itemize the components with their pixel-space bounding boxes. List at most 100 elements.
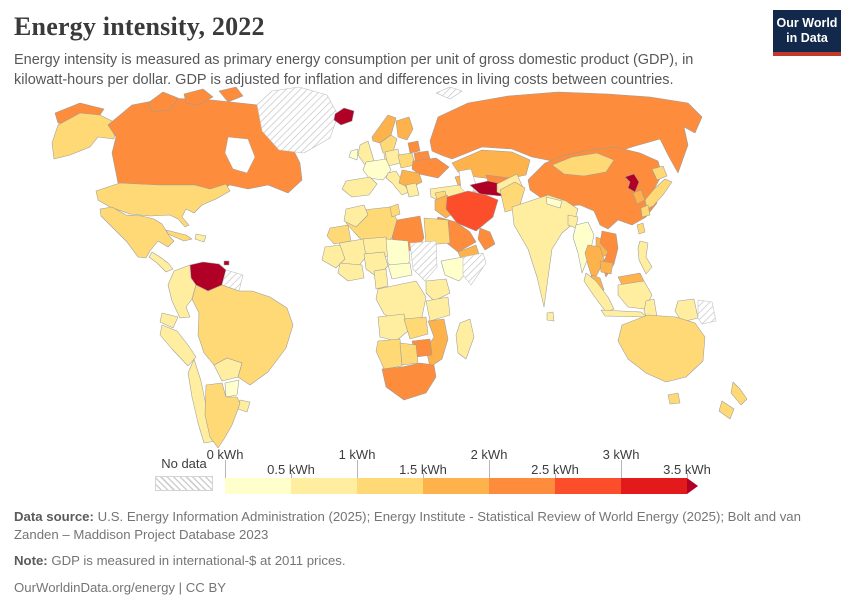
country-canada-arctic-2[interactable] (183, 88, 214, 106)
owid-logo-text: Our World in Data (776, 16, 838, 45)
country-oman[interactable] (477, 227, 496, 251)
note-text: GDP is measured in international-$ at 20… (51, 552, 346, 568)
country-nepal[interactable] (545, 196, 563, 209)
country-sudan[interactable] (409, 240, 438, 282)
note-line: Note: GDP is measured in international-$… (14, 552, 836, 570)
legend-tick-label: 2 kWh (470, 447, 508, 462)
country-myanmar[interactable] (572, 221, 595, 274)
country-central-african-republic[interactable] (387, 262, 413, 280)
country-zambia[interactable] (403, 316, 429, 340)
country-trinidad-and-tobago[interactable] (223, 260, 230, 266)
note-label: Note: (14, 552, 48, 568)
country-ecuador[interactable] (159, 312, 179, 329)
country-australia[interactable] (617, 314, 706, 383)
country-tanzania[interactable] (425, 296, 451, 322)
country-bolivia[interactable] (213, 357, 243, 382)
legend-bar (225, 478, 687, 494)
legend-bin[interactable] (555, 478, 621, 494)
country-indonesia-java[interactable] (600, 309, 648, 318)
country-egypt[interactable] (423, 217, 451, 246)
legend-bin[interactable] (357, 478, 423, 494)
country-spain[interactable] (341, 176, 378, 198)
license-line[interactable]: OurWorldinData.org/energy | CC BY (14, 580, 227, 596)
country-uruguay[interactable] (237, 399, 251, 413)
caspian-sea (458, 168, 477, 198)
country-ukraine[interactable] (411, 157, 450, 179)
country-mauritania[interactable] (326, 224, 352, 245)
legend-bin[interactable] (621, 478, 687, 494)
country-sri-lanka[interactable] (546, 311, 555, 322)
country-baltic-states[interactable] (407, 140, 421, 154)
country-indonesia-borneo[interactable] (617, 280, 653, 310)
country-greenland[interactable] (256, 86, 339, 154)
owid-logo[interactable]: Our World in Data (773, 10, 841, 56)
country-morocco[interactable] (343, 204, 369, 228)
data-source-line: Data source: U.S. Energy Information Adm… (14, 508, 836, 545)
country-mongolia[interactable] (551, 152, 615, 177)
legend-bin[interactable] (225, 478, 291, 494)
country-kenya-uganda[interactable] (425, 278, 451, 302)
country-tunisia[interactable] (389, 203, 401, 218)
country-colombia[interactable] (167, 264, 197, 319)
country-italy[interactable] (385, 170, 410, 196)
country-finland[interactable] (395, 116, 414, 141)
legend-tick-label: 1.5 kWh (399, 462, 447, 477)
country-taiwan[interactable] (636, 222, 646, 235)
legend-tick (225, 460, 226, 478)
country-greece[interactable] (405, 182, 420, 198)
world-map (0, 85, 850, 453)
country-new-zealand-north[interactable] (730, 381, 748, 406)
country-japan-kyushu[interactable] (640, 204, 651, 218)
hudson-bay (224, 136, 256, 174)
country-paraguay[interactable] (224, 379, 240, 398)
country-madagascar[interactable] (455, 318, 475, 360)
legend-arrow[interactable] (687, 478, 698, 494)
country-philippines[interactable] (637, 240, 653, 275)
country-united-states[interactable] (95, 182, 231, 228)
country-south-africa[interactable] (381, 362, 437, 401)
country-cambodia[interactable] (599, 260, 614, 275)
country-canada-arctic-3[interactable] (218, 86, 244, 103)
country-iceland[interactable] (333, 107, 355, 126)
legend-tick-label: 3.5 kWh (663, 462, 711, 477)
country-namibia[interactable] (375, 338, 403, 370)
legend-bin[interactable] (423, 478, 489, 494)
country-alaska[interactable] (51, 112, 117, 160)
chart-footer: Data source: U.S. Energy Information Adm… (14, 508, 836, 605)
legend-tick (621, 460, 622, 478)
legend-no-data-swatch[interactable] (155, 476, 213, 491)
country-svalbard[interactable] (435, 86, 463, 100)
country-chile[interactable] (187, 358, 217, 444)
country-russia[interactable] (429, 91, 703, 174)
country-india[interactable] (511, 194, 579, 308)
country-somalia[interactable] (462, 252, 487, 286)
legend-tick (687, 473, 688, 478)
country-new-zealand-south[interactable] (718, 400, 735, 420)
country-papua-new-guinea[interactable] (697, 299, 717, 325)
country-peru[interactable] (159, 324, 197, 367)
legend-tick (291, 473, 292, 478)
country-botswana[interactable] (399, 342, 419, 366)
country-canada-arctic-1[interactable] (147, 91, 179, 113)
legend-bin[interactable] (291, 478, 357, 494)
country-japan-hokkaido[interactable] (651, 165, 668, 181)
country-central-america[interactable] (148, 251, 174, 273)
legend-tick (555, 473, 556, 478)
country-cameroon[interactable] (373, 268, 389, 290)
country-iran[interactable] (445, 190, 499, 232)
country-brazil[interactable] (191, 284, 294, 386)
country-cuba[interactable] (165, 229, 193, 242)
country-ghana-ivory-coast[interactable] (337, 262, 365, 282)
country-hispaniola[interactable] (194, 233, 207, 243)
country-argentina[interactable] (204, 382, 241, 449)
legend-tick (423, 473, 424, 478)
country-indonesia-papua[interactable] (674, 298, 699, 323)
legend-no-data[interactable]: No data (155, 447, 213, 491)
country-france[interactable] (362, 158, 392, 181)
country-tasmania[interactable] (667, 392, 681, 405)
legend-tick-label: 1 kWh (338, 447, 376, 462)
country-mexico[interactable] (99, 206, 175, 259)
country-angola[interactable] (377, 313, 409, 342)
legend-bin[interactable] (489, 478, 555, 494)
country-ireland[interactable] (348, 148, 359, 161)
